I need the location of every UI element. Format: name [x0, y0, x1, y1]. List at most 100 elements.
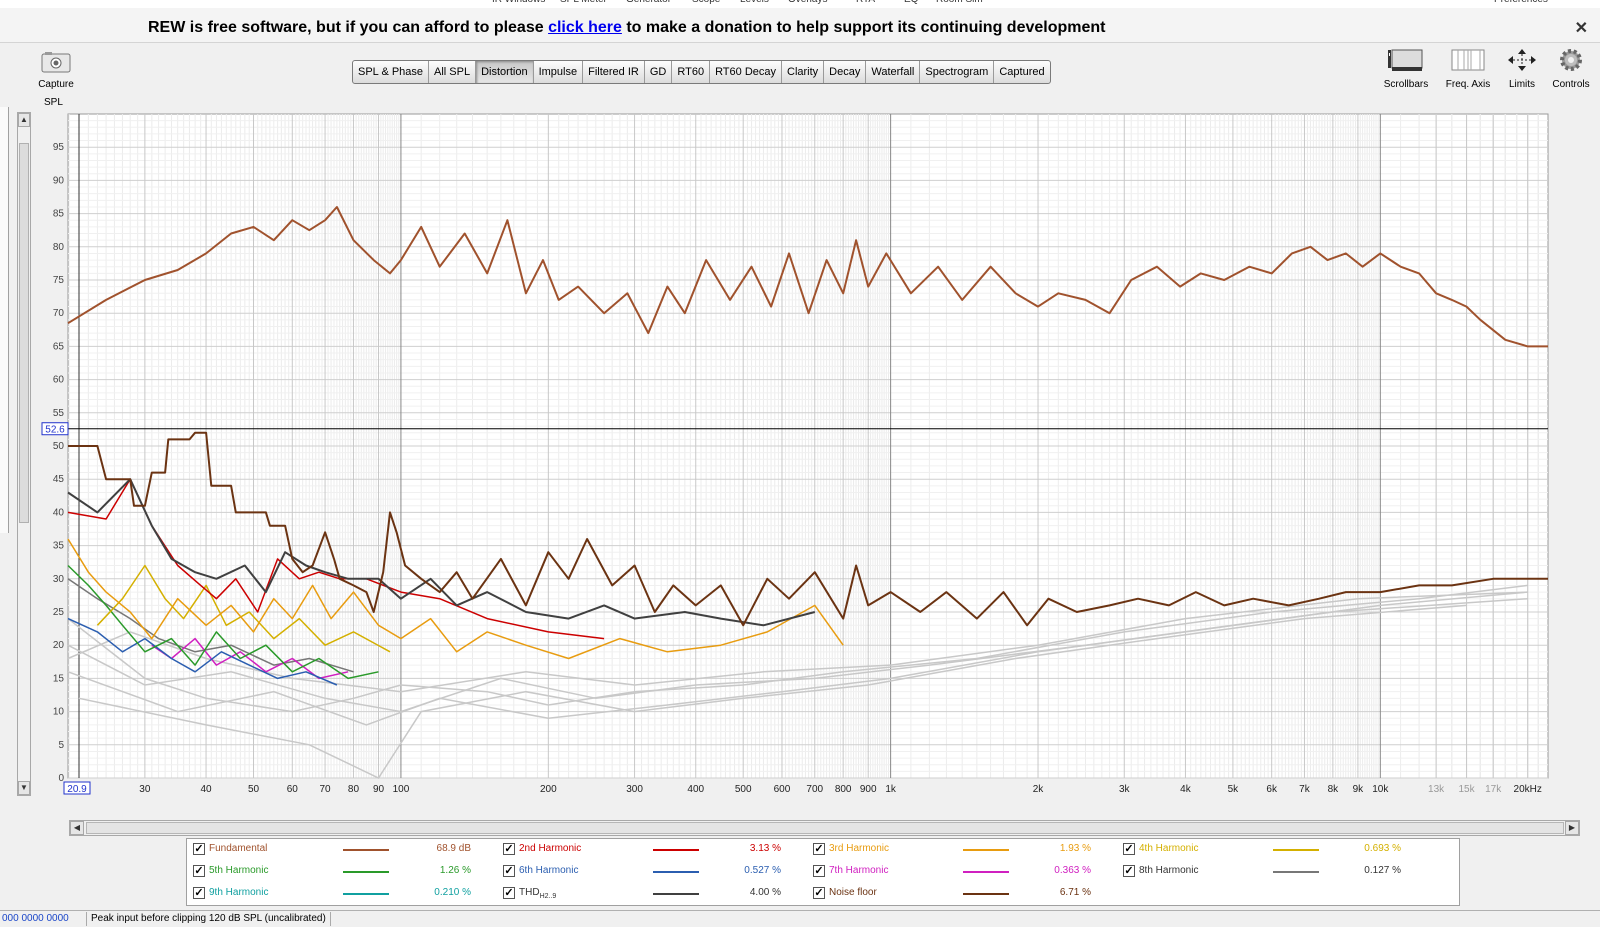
x-tick-label: 9k [1353, 784, 1365, 795]
scroll-left-button[interactable]: ◀ [70, 821, 84, 835]
legend-checkbox[interactable]: ✓ [813, 843, 825, 855]
capture-button[interactable]: Capture [36, 51, 76, 90]
scroll-up-button[interactable]: ▲ [18, 113, 30, 127]
y-tick-label: 85 [53, 209, 65, 220]
tab-all-spl[interactable]: All SPL [429, 61, 477, 83]
tab-filtered-ir[interactable]: Filtered IR [583, 61, 645, 83]
legend-checkbox[interactable]: ✓ [503, 843, 515, 855]
legend-item-8th-harmonic: ✓ 8th Harmonic 0.127 % [1123, 864, 1423, 884]
x-tick-label: 17k [1485, 784, 1502, 795]
left-panel-strip[interactable] [0, 43, 9, 533]
x-tick-label: 20kHz [1514, 784, 1542, 795]
donation-link[interactable]: click here [548, 19, 622, 36]
legend-checkbox[interactable]: ✓ [503, 865, 515, 877]
x-tick-label: 700 [806, 784, 823, 795]
tab-distortion[interactable]: Distortion [476, 61, 534, 83]
limits-label: Limits [1508, 79, 1536, 90]
legend-checkbox[interactable]: ✓ [813, 865, 825, 877]
x-tick-label: 40 [200, 784, 212, 795]
tab-gd[interactable]: GD [645, 61, 673, 83]
legend-label-text: THD [519, 887, 540, 898]
x-tick-label: 300 [626, 784, 643, 795]
legend-value: 0.210 % [434, 887, 471, 898]
freq-axis-button[interactable]: Freq. Axis [1440, 47, 1496, 90]
y-tick-label: 30 [53, 574, 65, 585]
legend-value: 0.693 % [1364, 843, 1401, 854]
scrollbars-label: Scrollbars [1383, 79, 1429, 90]
distortion-graph[interactable]: 0 5 10 15 20 25 30 35 40 45 50 55 60 65 70 75 80 85 90 95 30… [40, 108, 1580, 820]
x-tick-label: 900 [860, 784, 877, 795]
tab-spl-phase[interactable]: SPL & Phase [353, 61, 430, 83]
x-tick-label: 70 [320, 784, 332, 795]
legend-checkbox[interactable]: ✓ [193, 843, 205, 855]
series-8th-harmonic [67, 578, 354, 673]
tab-rt60[interactable]: RT60 [672, 61, 711, 83]
limits-button[interactable]: Limits [1500, 47, 1544, 90]
y-tick-label: 45 [53, 474, 65, 485]
tab-spectrogram[interactable]: Spectrogram [920, 61, 995, 83]
y-tick-label: 80 [53, 242, 65, 253]
close-banner-button[interactable]: ✕ [1575, 18, 1588, 38]
legend-label-text: 6th Harmonic [519, 865, 579, 876]
legend-item-9th-harmonic: ✓ 9th Harmonic 0.210 % [193, 886, 493, 906]
controls-button[interactable]: Controls [1548, 47, 1594, 90]
close-icon: ✕ [1574, 20, 1588, 37]
y-tick-label: 10 [53, 707, 65, 718]
y-tick-label: 60 [53, 375, 65, 386]
legend-line-swatch [343, 893, 389, 895]
vertical-scroll-thumb[interactable] [19, 143, 29, 523]
legend-label-text: 5th Harmonic [209, 865, 269, 876]
legend-checkbox[interactable]: ✓ [503, 887, 515, 899]
legend-label: THDH2..9 [519, 887, 556, 900]
legend-checkbox[interactable]: ✓ [1123, 865, 1135, 877]
donation-message: REW is free software, but if you can aff… [148, 19, 1105, 37]
vertical-scrollbar[interactable]: ▲ ▼ [17, 112, 31, 796]
legend-value: 68.9 dB [436, 843, 471, 854]
overlay-curve [78, 604, 1467, 779]
cursor-x-readout: 20.9 [67, 784, 87, 795]
status-message: Peak input before clipping 120 dB SPL (u… [86, 912, 331, 926]
freq-axis-icon [1451, 49, 1485, 71]
tab-captured[interactable]: Captured [999, 66, 1045, 78]
legend-line-swatch [653, 893, 699, 895]
legend-label-text: 4th Harmonic [1139, 843, 1199, 854]
overlay-curve [67, 584, 1528, 713]
tab-clarity[interactable]: Clarity [782, 61, 825, 83]
tab-impulse[interactable]: Impulse [534, 61, 584, 83]
x-tick-label: 5k [1228, 784, 1240, 795]
x-tick-label: 400 [687, 784, 704, 795]
x-tick-label: 13k [1428, 784, 1445, 795]
horizontal-scrollbar[interactable]: ◀ ▶ [69, 820, 1580, 836]
gear-icon [1560, 49, 1582, 71]
legend-line-swatch [343, 849, 389, 851]
overlay-curve [67, 597, 1528, 726]
scrollbars-button[interactable]: Scrollbars [1378, 47, 1434, 90]
series-fundamental [67, 206, 1548, 348]
legend-label: Noise floor [829, 887, 877, 898]
legend-label: 3rd Harmonic [829, 843, 889, 854]
tab-rt60-decay[interactable]: RT60 Decay [710, 61, 782, 83]
legend-item-thd: ✓ THDH2..9 4.00 % [503, 886, 803, 906]
y-tick-label: 15 [53, 673, 65, 684]
legend-label: 5th Harmonic [209, 865, 268, 876]
legend-label: 6th Harmonic [519, 865, 578, 876]
legend-label: 8th Harmonic [1139, 865, 1198, 876]
legend-checkbox[interactable]: ✓ [193, 865, 205, 877]
legend-checkbox[interactable]: ✓ [813, 887, 825, 899]
legend-label-text: Fundamental [209, 843, 268, 854]
series-4th-harmonic [96, 564, 391, 653]
tab-decay[interactable]: Decay [824, 61, 867, 83]
y-tick-label: 40 [53, 507, 65, 518]
legend-checkbox[interactable]: ✓ [193, 887, 205, 899]
x-tick-label: 100 [393, 784, 410, 795]
x-tick-label: 200 [540, 784, 557, 795]
horizontal-scroll-thumb[interactable] [86, 822, 1564, 834]
y-tick-label: 5 [58, 740, 64, 751]
y-tick-label: 95 [53, 142, 65, 153]
legend-checkbox[interactable]: ✓ [1123, 843, 1135, 855]
tab-waterfall[interactable]: Waterfall [866, 61, 921, 83]
graph-toolbar: Capture SPL & Phase All SPL Distortion Impu… [0, 43, 1600, 107]
scroll-right-button[interactable]: ▶ [1565, 821, 1579, 835]
scroll-down-button[interactable]: ▼ [18, 781, 30, 795]
y-tick-label: 65 [53, 341, 65, 352]
